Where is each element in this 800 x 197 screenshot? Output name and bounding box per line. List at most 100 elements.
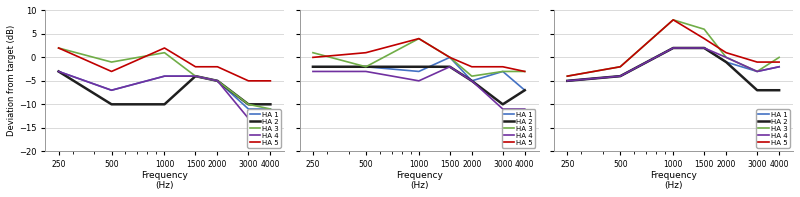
Y-axis label: Deviation from target (dB): Deviation from target (dB)	[7, 25, 16, 137]
HA 5	[190, 66, 200, 68]
HA 3	[266, 108, 275, 110]
HA 2	[106, 103, 116, 105]
HA 1	[414, 70, 424, 73]
HA 1	[699, 47, 709, 49]
Legend: HA 1, HA 2, HA 3, HA 4, HA 5: HA 1, HA 2, HA 3, HA 4, HA 5	[247, 109, 281, 148]
HA 3	[190, 75, 200, 77]
HA 3	[699, 28, 709, 30]
HA 2	[520, 89, 530, 91]
HA 1	[266, 108, 275, 110]
HA 3	[308, 51, 318, 54]
HA 2	[615, 75, 625, 77]
HA 4	[361, 70, 370, 73]
HA 3	[467, 75, 477, 77]
HA 3	[520, 70, 530, 73]
HA 4	[752, 70, 762, 73]
HA 5	[54, 47, 63, 49]
HA 4	[308, 70, 318, 73]
HA 5	[414, 37, 424, 40]
HA 2	[467, 80, 477, 82]
HA 4	[190, 75, 200, 77]
X-axis label: Frequency
(Hz): Frequency (Hz)	[142, 171, 188, 190]
HA 2	[774, 89, 784, 91]
Line: HA 5: HA 5	[313, 39, 525, 72]
HA 2	[699, 47, 709, 49]
HA 4	[498, 108, 507, 110]
HA 3	[160, 51, 170, 54]
HA 5	[615, 66, 625, 68]
HA 5	[106, 70, 116, 73]
HA 5	[774, 61, 784, 63]
HA 3	[445, 56, 454, 59]
Line: HA 5: HA 5	[58, 48, 270, 81]
HA 4	[106, 89, 116, 91]
HA 3	[213, 80, 222, 82]
HA 5	[562, 75, 572, 77]
HA 2	[498, 103, 507, 105]
HA 4	[244, 117, 254, 120]
HA 4	[467, 80, 477, 82]
HA 1	[615, 75, 625, 77]
HA 2	[244, 103, 254, 105]
HA 4	[722, 56, 731, 59]
HA 1	[445, 56, 454, 59]
HA 3	[669, 19, 678, 21]
HA 3	[752, 70, 762, 73]
HA 5	[244, 80, 254, 82]
Legend: HA 1, HA 2, HA 3, HA 4, HA 5: HA 1, HA 2, HA 3, HA 4, HA 5	[756, 109, 790, 148]
HA 4	[699, 47, 709, 49]
HA 3	[722, 56, 731, 59]
HA 3	[361, 66, 370, 68]
HA 1	[467, 80, 477, 82]
HA 5	[160, 47, 170, 49]
HA 3	[54, 47, 63, 49]
HA 2	[213, 80, 222, 82]
HA 5	[722, 51, 731, 54]
HA 1	[498, 70, 507, 73]
HA 4	[669, 47, 678, 49]
HA 4	[213, 80, 222, 82]
HA 1	[190, 75, 200, 77]
HA 5	[467, 66, 477, 68]
HA 4	[562, 80, 572, 82]
HA 1	[752, 70, 762, 73]
Line: HA 3: HA 3	[58, 48, 270, 109]
HA 1	[520, 89, 530, 91]
HA 2	[361, 66, 370, 68]
HA 5	[361, 51, 370, 54]
HA 2	[722, 61, 731, 63]
HA 5	[699, 37, 709, 40]
Legend: HA 1, HA 2, HA 3, HA 4, HA 5: HA 1, HA 2, HA 3, HA 4, HA 5	[502, 109, 535, 148]
HA 1	[54, 70, 63, 73]
HA 1	[562, 80, 572, 82]
HA 1	[722, 61, 731, 63]
Line: HA 1: HA 1	[567, 48, 779, 81]
HA 1	[106, 89, 116, 91]
Line: HA 4: HA 4	[313, 67, 525, 109]
HA 4	[160, 75, 170, 77]
Line: HA 3: HA 3	[567, 20, 779, 76]
HA 1	[244, 108, 254, 110]
HA 3	[615, 66, 625, 68]
HA 4	[414, 80, 424, 82]
HA 4	[615, 75, 625, 77]
HA 4	[54, 70, 63, 73]
HA 2	[445, 66, 454, 68]
HA 5	[308, 56, 318, 59]
HA 2	[414, 66, 424, 68]
HA 1	[361, 66, 370, 68]
HA 5	[445, 56, 454, 59]
HA 2	[54, 70, 63, 73]
HA 2	[308, 66, 318, 68]
HA 3	[498, 70, 507, 73]
HA 1	[774, 66, 784, 68]
HA 2	[190, 75, 200, 77]
HA 5	[669, 19, 678, 21]
HA 3	[244, 103, 254, 105]
Line: HA 5: HA 5	[567, 20, 779, 76]
HA 4	[774, 66, 784, 68]
HA 4	[266, 127, 275, 129]
HA 5	[213, 66, 222, 68]
HA 5	[520, 70, 530, 73]
HA 2	[669, 47, 678, 49]
